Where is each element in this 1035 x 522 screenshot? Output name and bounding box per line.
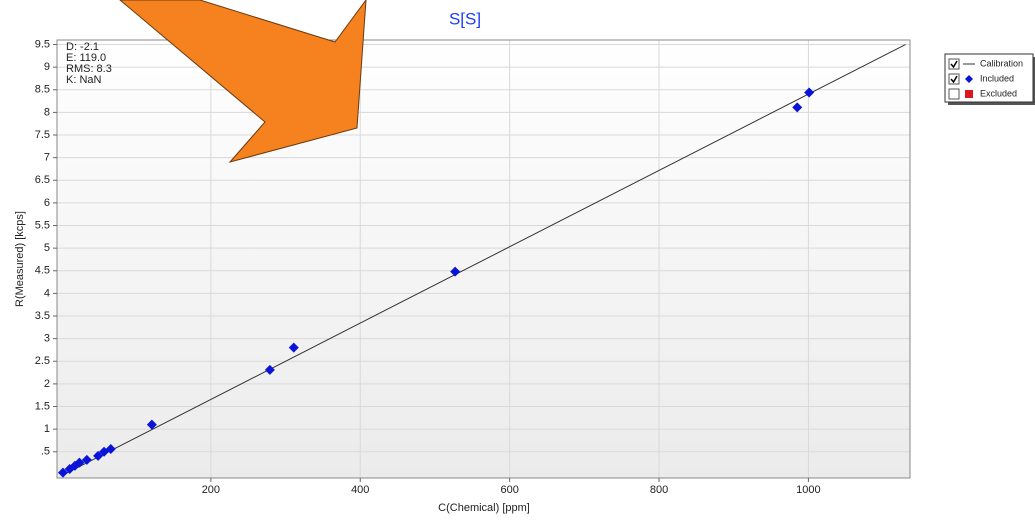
data-point — [804, 87, 815, 98]
y-tick-label: 1 — [44, 423, 50, 435]
chart-title: S[S] — [449, 9, 481, 28]
x-axis-label: C(Chemical) [ppm] — [438, 502, 530, 514]
y-tick-label: 8 — [44, 106, 50, 118]
data-point — [792, 102, 803, 113]
x-tick-label: 1000 — [796, 484, 820, 496]
data-point — [105, 444, 116, 455]
legend-label[interactable]: Calibration — [980, 58, 1023, 68]
legend-checkbox[interactable] — [948, 73, 960, 85]
y-tick-label: .5 — [41, 446, 50, 458]
y-tick-label: 7.5 — [35, 129, 50, 141]
y-tick-label: 6.5 — [35, 174, 50, 186]
y-tick-label: 2 — [44, 378, 50, 390]
y-tick-label: 7 — [44, 152, 50, 164]
data-point — [264, 364, 275, 375]
x-tick-label: 600 — [500, 484, 518, 496]
y-tick-label: 2.5 — [35, 355, 50, 367]
plot-frame — [56, 39, 911, 479]
checkmark — [950, 60, 958, 69]
x-tick-label: 800 — [650, 484, 668, 496]
data-point — [450, 266, 461, 277]
legend-swatch — [965, 75, 973, 83]
stat-annotation: E: 119.0 — [66, 52, 106, 64]
legend-checkbox[interactable] — [948, 88, 960, 100]
y-tick-label: 4 — [44, 287, 50, 299]
legend-swatch — [965, 90, 973, 98]
legend-label[interactable]: Included — [980, 73, 1014, 83]
calibration-line — [61, 44, 906, 477]
data-point — [57, 467, 68, 478]
y-tick-label: 5.5 — [35, 219, 50, 231]
y-axis-label: R(Measured) [kcps] — [14, 211, 26, 307]
y-tick-label: 9 — [44, 61, 50, 73]
y-tick-label: 6 — [44, 197, 50, 209]
data-point — [74, 457, 85, 468]
data-point — [288, 342, 299, 353]
data-point — [81, 454, 92, 465]
y-tick-label: 9.5 — [35, 38, 50, 50]
x-tick-label: 400 — [351, 484, 369, 496]
x-tick-label: 200 — [202, 484, 220, 496]
y-tick-label: 1.5 — [35, 400, 50, 412]
legend-label[interactable]: Excluded — [980, 88, 1017, 98]
y-tick-label: 3 — [44, 333, 50, 345]
data-point — [93, 450, 104, 461]
y-tick-label: 5 — [44, 242, 50, 254]
legend-checkbox[interactable] — [948, 58, 960, 70]
stat-annotation: K: NaN — [66, 74, 102, 86]
checkmark — [950, 75, 958, 84]
y-tick-label: 8.5 — [35, 84, 50, 96]
y-tick-label: 4.5 — [35, 265, 50, 277]
legend — [944, 53, 1034, 103]
stat-annotation: D: -2.1 — [66, 41, 99, 53]
stat-annotation: RMS: 8.3 — [66, 63, 112, 75]
arrow-callout — [119, 0, 367, 163]
data-point — [146, 419, 157, 430]
y-tick-label: 3.5 — [35, 310, 50, 322]
